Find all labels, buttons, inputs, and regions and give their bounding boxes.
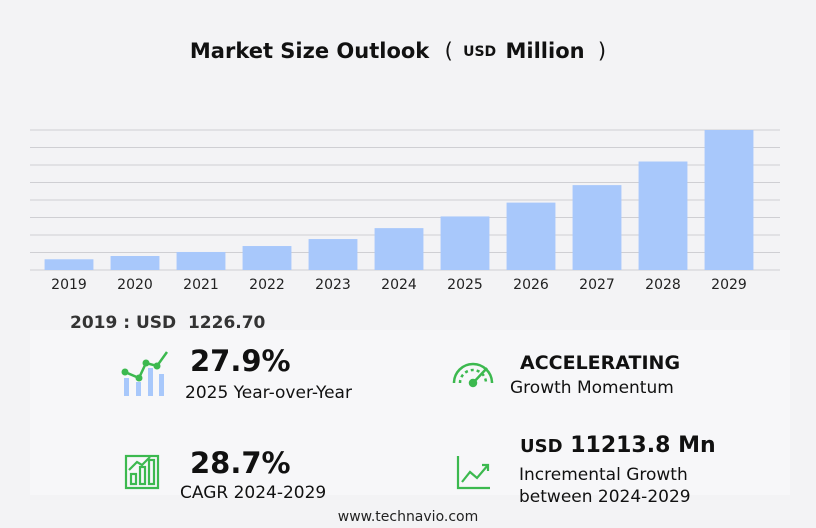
x-tick-label: 2028: [645, 277, 681, 293]
stat-value: 27.9%: [190, 344, 291, 378]
stat-caption: Growth Momentum: [510, 378, 674, 398]
stat-caption: 2025 Year-over-Year: [185, 383, 352, 403]
stat-value: 28.7%: [190, 446, 291, 480]
stat-caption: Incremental Growth: [519, 465, 688, 485]
base-year-label: 2019 : USD: [70, 313, 177, 333]
x-tick-label: 2019: [51, 277, 87, 293]
bar: [638, 161, 688, 270]
stat-value: ACCELERATING: [520, 352, 681, 374]
unit-close: ): [598, 39, 606, 63]
x-tick-label: 2027: [579, 277, 615, 293]
stat-number: 11213.8 Mn: [570, 433, 716, 458]
chart-title: Market Size Outlook ( USD Million ): [190, 39, 606, 63]
bar: [440, 216, 490, 270]
base-year-value: 1226.70: [187, 313, 266, 333]
base-year: 2019 : USD 1226.70: [70, 313, 265, 333]
title-main: Market Size Outlook: [190, 39, 430, 63]
bar: [110, 256, 160, 270]
bar: [704, 130, 754, 270]
x-tick-label: 2022: [249, 277, 285, 293]
x-tick-label: 2024: [381, 277, 417, 293]
stat-prefix: USD: [520, 436, 563, 457]
bar: [374, 228, 424, 270]
x-tick-label: 2026: [513, 277, 549, 293]
momentum-icon: [452, 362, 494, 388]
unit-name: Million: [506, 39, 585, 63]
x-tick-label: 2020: [117, 277, 153, 293]
bar: [506, 202, 556, 270]
x-tick-label: 2029: [711, 277, 747, 293]
stat-value: USD 11213.8 Mn: [520, 433, 716, 458]
yoy-icon: [121, 351, 169, 396]
bar: [242, 246, 292, 270]
bar: [572, 185, 622, 270]
bar: [176, 251, 226, 270]
footer: www.technavio.com: [338, 509, 479, 525]
bar: [44, 259, 94, 270]
x-tick-label: 2021: [183, 277, 219, 293]
stat-caption: between 2024-2029: [519, 487, 691, 507]
unit-currency: USD: [463, 44, 496, 60]
cagr-icon: [124, 454, 160, 490]
growth-icon: [456, 456, 490, 490]
unit-open: (: [445, 39, 453, 63]
stat-caption: CAGR 2024-2029: [180, 483, 327, 503]
x-tick-label: 2025: [447, 277, 483, 293]
stats-panel: [30, 330, 790, 495]
x-tick-label: 2023: [315, 277, 351, 293]
bar: [308, 239, 358, 270]
